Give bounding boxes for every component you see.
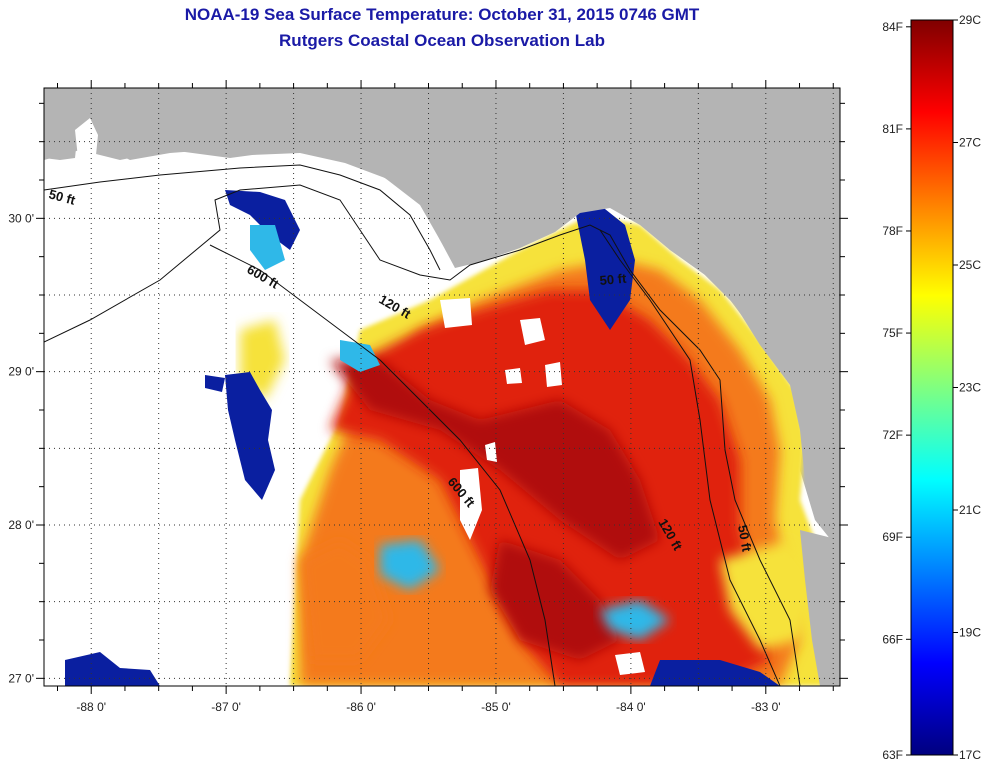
y-tick-label: 29 0' [8,365,34,379]
cold-patch-southwest [65,652,160,686]
colorbar-label-c: 25C [959,258,981,272]
colorbar-label-f: 66F [882,632,903,646]
colorbar-label-f: 72F [882,428,903,442]
colorbar-label-c: 21C [959,503,981,517]
colorbar-gradient [910,19,954,756]
x-tick-label: -87 0' [211,700,241,714]
colorbar-celsius-labels: 29C 27C 25C 23C 21C 19C 17C [953,13,981,762]
x-tick-label: -86 0' [346,700,376,714]
colorbar-label-c: 29C [959,13,981,27]
cold-patch-north [225,190,300,250]
cold-patch-bigbend [575,205,635,330]
x-tick-label: -83 0' [751,700,781,714]
contour-label-50ft-bigbend: 50 ft [599,271,628,288]
y-axis: 30 0' 29 0' 28 0' 27 0' [8,102,848,685]
y-tick-label: 27 0' [8,671,34,685]
map-frame [43,87,841,687]
y-tick-label: 28 0' [8,518,34,532]
colorbar-label-c: 19C [959,626,981,640]
depth-contours [44,164,801,686]
colorbar-label-c: 23C [959,381,981,395]
x-tick-label: -84 0' [616,700,646,714]
colorbar-fahrenheit-labels: 84F 81F 78F 75F 72F 69F 66F 63F [882,20,911,762]
colorbar-label-f: 75F [882,326,903,340]
x-tick-label: -88 0' [76,700,106,714]
map-subtitle: Rutgers Coastal Ocean Observation Lab [279,31,605,50]
x-axis: -88 0' -87 0' -86 0' -85 0' -84 0' -83 0' [56,80,834,714]
colorbar-label-f: 84F [882,20,903,34]
contour-label-50ft-west: 50 ft [47,186,77,208]
x-tick-label: -85 0' [481,700,511,714]
colorbar-label-f: 63F [882,748,903,762]
map-area: 50 ft 600 ft 120 ft 50 ft 600 ft 120 ft … [44,88,840,686]
colorbar-label-f: 78F [882,224,903,238]
cold-patch-west [225,372,275,500]
sst-field [65,92,838,686]
colorbar-label-f: 69F [882,530,903,544]
colorbar-label-c: 17C [959,748,981,762]
map-title: NOAA-19 Sea Surface Temperature: October… [184,5,700,24]
colorbar-label-f: 81F [882,122,903,136]
contour-label-50ft-south: 50 ft [735,524,755,554]
colorbar: 29C 27C 25C 23C 21C 19C 17C 84F 81F 78F 75F 72F 69F… [882,13,981,762]
colorbar-label-c: 27C [959,136,981,150]
y-tick-label: 30 0' [8,211,34,225]
coastline [44,88,840,530]
